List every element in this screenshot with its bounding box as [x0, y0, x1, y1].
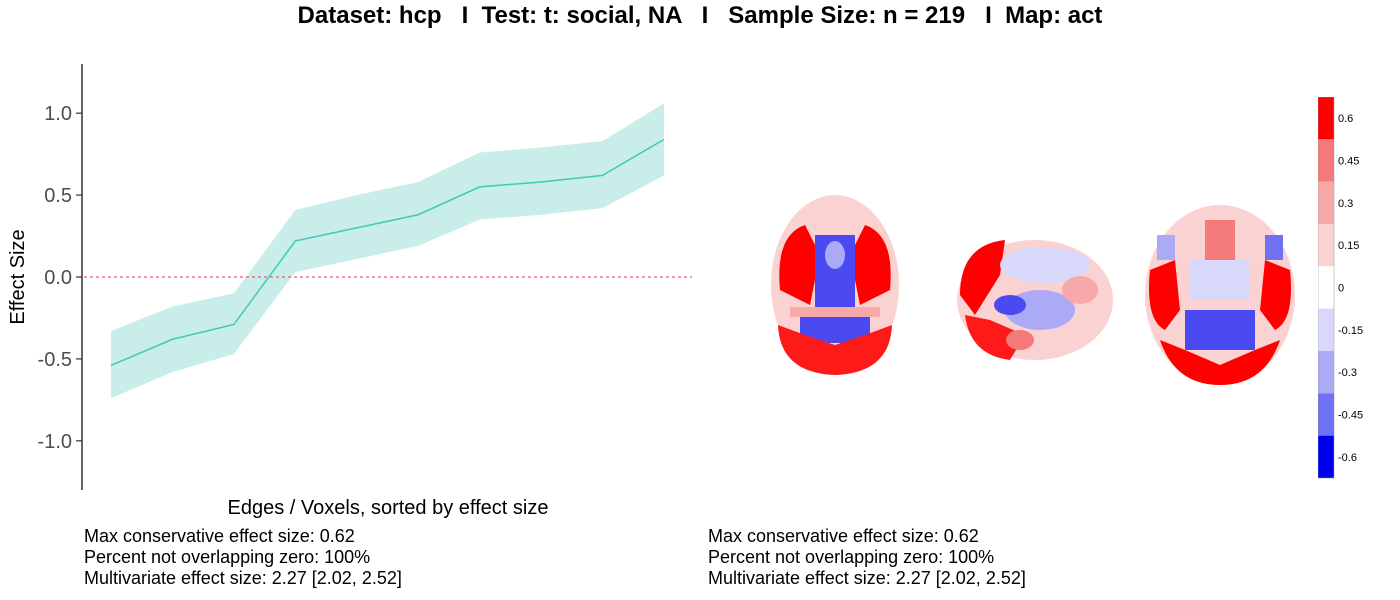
colorbar-segment — [1318, 224, 1334, 267]
colorbar-label: 0 — [1338, 283, 1344, 295]
colorbar-label: 0.3 — [1338, 198, 1353, 210]
colorbar-legend: 0.6 0.45 0.3 0.15 0 -0.15 -0.3 -0.45 -0.6 — [1318, 97, 1363, 479]
colorbar-label: 0.15 — [1338, 240, 1359, 252]
colorbar-label: -0.15 — [1338, 325, 1363, 337]
colorbar-segment — [1318, 393, 1334, 436]
colorbar-label: 0.6 — [1338, 113, 1353, 125]
brain-slice-coronal — [1145, 205, 1295, 385]
colorbar-segment — [1318, 97, 1334, 140]
colorbar-label: -0.45 — [1338, 410, 1363, 422]
colorbar-segment — [1318, 139, 1334, 182]
colorbar-segment — [1318, 266, 1334, 309]
y-axis-label: Effect Size — [7, 229, 29, 324]
brain-slice-axial — [771, 195, 899, 375]
y-tick-label: -1.0 — [38, 431, 72, 453]
confidence-band — [111, 103, 664, 399]
y-tick-label: 0.5 — [44, 185, 72, 207]
stat-multivariate-effect: Multivariate effect size: 2.27 [2.02, 2.… — [708, 568, 1026, 588]
stats-panel-left: Max conservative effect size: 0.62 Perce… — [84, 526, 402, 589]
colorbar-segment — [1318, 435, 1334, 478]
colorbar-segment — [1318, 308, 1334, 351]
colorbar-label: 0.45 — [1338, 156, 1359, 168]
colorbar-border — [1318, 97, 1335, 479]
y-tick-label: -0.5 — [38, 349, 72, 371]
effect-size-line — [110, 138, 665, 367]
stat-percent-not-overlapping: Percent not overlapping zero: 100% — [84, 547, 371, 567]
brain-map-slices — [771, 195, 1295, 385]
colorbar-segment — [1318, 351, 1334, 394]
x-axis-label: Edges / Voxels, sorted by effect size — [228, 497, 549, 519]
colorbar-segment — [1318, 181, 1334, 224]
brain-slice-sagittal — [957, 240, 1113, 360]
colorbar-label: -0.6 — [1338, 452, 1357, 464]
colorbar-label: -0.3 — [1338, 367, 1357, 379]
stat-max-conservative: Max conservative effect size: 0.62 — [84, 526, 355, 546]
y-tick-label: 1.0 — [44, 103, 72, 125]
stat-max-conservative: Max conservative effect size: 0.62 — [708, 526, 979, 546]
stat-multivariate-effect: Multivariate effect size: 2.27 [2.02, 2.… — [84, 568, 402, 588]
effect-size-plot: -1.0 -0.5 0.0 0.5 1.0 Edges / Voxels, sorted… — [7, 64, 692, 519]
page-title: Dataset: hcp I Test: t: social, NA I Sam… — [297, 2, 1103, 29]
stats-panel-right: Max conservative effect size: 0.62 Perce… — [708, 526, 1026, 589]
stat-percent-not-overlapping: Percent not overlapping zero: 100% — [708, 547, 995, 567]
y-tick-label: 0.0 — [44, 267, 72, 289]
